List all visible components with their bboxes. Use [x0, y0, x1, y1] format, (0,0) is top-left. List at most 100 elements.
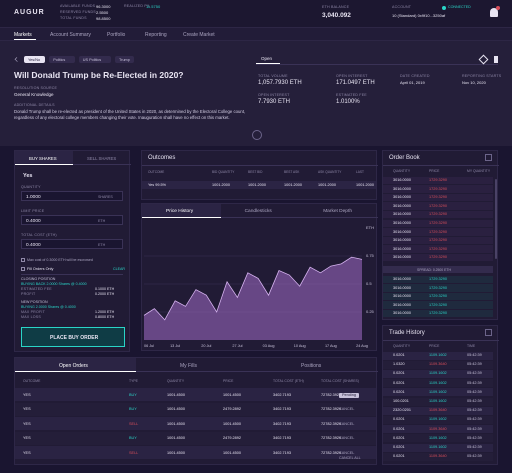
trade-row	[383, 415, 493, 424]
orders-tab[interactable]: My Fills	[136, 358, 257, 372]
details: Donald Trump shall be re-elected as pres…	[14, 109, 246, 120]
orders-tab-text: My Fills	[180, 362, 197, 369]
ask-price: 1729.3290	[429, 238, 447, 243]
bid-row[interactable]	[383, 292, 493, 301]
orders-tab-text: Positions	[301, 362, 322, 369]
trade-row	[383, 434, 493, 443]
trade-row	[383, 406, 493, 415]
trade-row	[383, 443, 493, 452]
summary-val: 1.2000 ETH	[95, 310, 115, 314]
chart-tab[interactable]: Candlesticks	[220, 204, 300, 218]
escrow-check[interactable]	[21, 258, 25, 262]
th-col: PRICE	[429, 344, 440, 348]
tag[interactable]: Trump	[115, 56, 134, 63]
bid-price: 1729.3290	[429, 277, 447, 281]
y-axis-label: ETH	[366, 225, 374, 230]
bid-row[interactable]	[383, 284, 493, 292]
nav-item[interactable]: Reporting	[145, 32, 167, 38]
orders-cell: 72782.3929	[321, 392, 342, 397]
ask-price: 1729.3290	[429, 178, 447, 182]
bid-row[interactable]	[383, 309, 493, 318]
cancel-all[interactable]: CANCEL ALL	[339, 456, 361, 460]
nav-item[interactable]: Markets	[14, 32, 32, 38]
bell-icon[interactable]	[490, 8, 498, 17]
trade-qty: 0.0201	[393, 389, 405, 394]
ask-qty: 3016.0000	[393, 178, 411, 182]
trade-price: 1109.3640	[429, 408, 447, 413]
field-input[interactable]: 1.0000 SHARES	[21, 191, 123, 201]
ask-row[interactable]	[383, 185, 493, 193]
escrow-note: Max cost of 0.3000 ETH will be escrowed	[27, 258, 93, 262]
trade-tab[interactable]: SELL SHARES	[73, 151, 131, 165]
resolution: General Knowledge	[14, 92, 54, 97]
tag-text: Politics	[53, 57, 66, 62]
nav-bar	[0, 28, 512, 41]
trade-price: 1109.1602	[429, 353, 447, 357]
share-icon[interactable]	[494, 56, 498, 63]
trade-price: 1109.1602	[429, 445, 447, 449]
orders-cell[interactable]: CANCEL	[339, 436, 355, 440]
th-rule	[383, 340, 499, 341]
bid-price: 1729.3290	[429, 311, 447, 316]
expand-button[interactable]	[252, 130, 262, 140]
nav-item[interactable]: Create Market	[183, 32, 215, 38]
th-col: QUANTITY	[393, 344, 411, 348]
field-label: TOTAL COST (ETH)	[21, 233, 57, 237]
nav-item[interactable]: Account Summary	[50, 32, 91, 38]
bid-row[interactable]	[383, 301, 493, 309]
ask-row[interactable]	[383, 245, 493, 253]
ask-row[interactable]	[383, 219, 493, 227]
bid-qty: 3016.0000	[393, 311, 411, 316]
chart-tab[interactable]: Price History	[142, 204, 221, 218]
outcome-cell: Yes 99.5%	[148, 183, 167, 187]
th-icon[interactable]	[485, 329, 492, 336]
field-label: LIMIT PRICE	[21, 209, 45, 213]
trade-row	[383, 388, 493, 397]
orders-cell: 1001.4500	[167, 421, 185, 426]
outcome-row[interactable]	[142, 181, 376, 189]
x-tick-label: 27 Jul	[232, 344, 242, 348]
summary-title: CLOSING POSITION	[21, 277, 56, 281]
ask-row[interactable]	[383, 228, 493, 236]
orders-cell: 1001.4500	[223, 392, 241, 397]
tag[interactable]: Yes/No	[24, 56, 46, 63]
orders-cell: YES	[23, 421, 31, 426]
ask-row[interactable]	[383, 202, 493, 210]
status-tab[interactable]: Open	[256, 54, 280, 64]
orders-tab[interactable]: Positions	[257, 358, 378, 372]
ask-row[interactable]	[383, 253, 493, 262]
tag-text: Yes/No	[28, 57, 41, 62]
ask-row[interactable]	[383, 193, 493, 202]
orders-cell[interactable]: CANCEL	[339, 421, 355, 426]
orders-cell: 1001.4500	[167, 450, 185, 455]
ask-row[interactable]	[383, 176, 493, 184]
place-order-button[interactable]: PLACE BUY ORDER	[21, 327, 125, 347]
bid-row[interactable]	[383, 275, 493, 283]
ask-row[interactable]	[383, 210, 493, 219]
outcomes-rule	[142, 165, 378, 166]
orders-cell: BUY	[129, 392, 137, 397]
ask-row[interactable]	[383, 236, 493, 245]
fill-check[interactable]	[21, 267, 25, 271]
clear[interactable]: CLEAR	[113, 267, 125, 271]
chart-tab[interactable]: Market Depth	[299, 204, 378, 218]
summary-key: MAX LOSS	[21, 315, 41, 319]
ob-icon[interactable]	[485, 154, 492, 161]
nav-underline	[14, 39, 36, 40]
field-input[interactable]: 0.4000 ETH	[21, 215, 123, 225]
stat-value: April 01, 2019	[400, 80, 425, 85]
ask-price: 1729.3290	[429, 203, 447, 208]
nav-item[interactable]: Portfolio	[107, 32, 126, 38]
outcome-cell: 1001.2000	[284, 183, 302, 187]
orders-cell[interactable]: CANCEL	[339, 407, 355, 411]
orders-cell[interactable]: CANCEL	[339, 450, 355, 455]
tag[interactable]: US Politics	[78, 56, 111, 63]
orders-tab[interactable]: Open Orders	[15, 358, 136, 372]
field-value: 0.4000	[26, 218, 41, 224]
x-tick-label: 24 Aug	[356, 344, 368, 348]
orders-cell[interactable]: Pending	[339, 392, 359, 398]
field-input[interactable]: 0.4000 ETH	[21, 239, 123, 249]
tag[interactable]: Politics	[49, 56, 75, 63]
trade-tab[interactable]: BUY SHARES	[15, 151, 73, 165]
trade-price: 1109.1602	[429, 389, 447, 394]
